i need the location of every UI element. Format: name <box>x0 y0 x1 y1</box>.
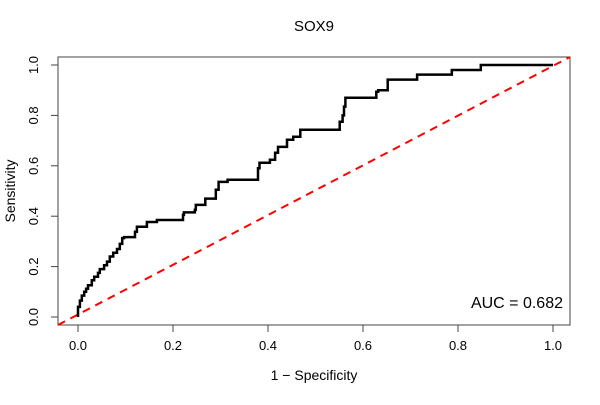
y-tick-label: 0.6 <box>26 157 41 175</box>
chance-diagonal-line <box>57 56 571 326</box>
y-tick-label: 1.0 <box>26 56 41 74</box>
y-tick-label: 0.0 <box>26 308 41 326</box>
x-tick-label: 0.0 <box>69 338 87 353</box>
roc-curve-line <box>76 63 553 317</box>
x-tick-label: 1.0 <box>544 338 562 353</box>
x-tick-label: 0.4 <box>259 338 277 353</box>
x-axis-tick-labels: 0.0 0.2 0.4 0.6 0.8 1.0 <box>69 338 562 353</box>
y-tick-label: 0.4 <box>26 207 41 225</box>
x-tick-label: 0.8 <box>449 338 467 353</box>
y-axis-tick-labels: 0.0 0.2 0.4 0.6 0.8 1.0 <box>26 56 41 326</box>
chart-title: SOX9 <box>294 18 334 35</box>
plot-box <box>57 56 571 326</box>
x-axis-ticks <box>77 325 554 332</box>
y-axis-label: Sensitivity <box>2 159 18 222</box>
x-axis-label: 1 − Specificity <box>271 367 358 383</box>
y-axis-ticks <box>51 64 58 318</box>
y-tick-label: 0.8 <box>26 106 41 124</box>
auc-annotation: AUC = 0.682 <box>471 295 563 312</box>
y-tick-label: 0.2 <box>26 258 41 276</box>
x-tick-label: 0.2 <box>164 338 182 353</box>
x-tick-label: 0.6 <box>354 338 372 353</box>
